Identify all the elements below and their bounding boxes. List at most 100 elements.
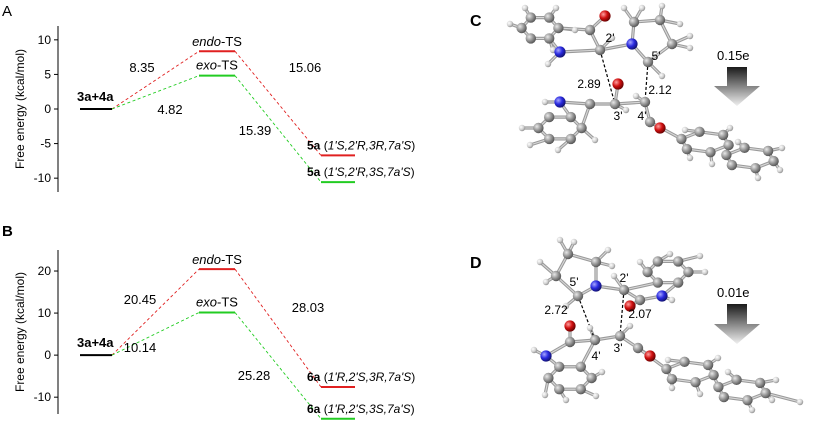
hydrogen-atom (686, 154, 694, 162)
carbon-atom (673, 277, 684, 288)
y-tick-label: 0 (44, 102, 51, 116)
carbon-atom (564, 336, 576, 348)
hydrogen-atom (542, 278, 550, 286)
hydrogen-atom (748, 406, 756, 414)
carbon-atom (544, 33, 555, 44)
carbon-atom (683, 266, 694, 278)
hydrogen-atom (526, 141, 534, 149)
exo-ts-label: exo-TS (196, 294, 238, 309)
hydrogen-atom (530, 346, 538, 354)
carbon-atom (681, 143, 693, 155)
carbon-atom (639, 96, 651, 108)
structure-label: 4' (592, 349, 601, 363)
y-tick-label: -5 (40, 137, 51, 151)
carbon-atom (718, 391, 730, 403)
y-tick-label: 0 (44, 348, 51, 362)
hydrogen-atom (544, 60, 552, 68)
hydrogen-atom (658, 72, 666, 80)
y-axis-label: Free energy (kcal/mol) (13, 49, 27, 169)
hydrogen-atom (724, 368, 732, 376)
endo-ts-label: endo-TS (192, 252, 242, 267)
barrier-value-label: 20.45 (124, 292, 157, 307)
hydrogen-atom (556, 236, 564, 244)
structure-label: 2.89 (577, 77, 601, 91)
structure-label: 5' (570, 275, 579, 289)
hydrogen-atom (636, 258, 644, 266)
carbon-atom (666, 373, 678, 385)
hydrogen-atom (626, 322, 634, 330)
hydrogen-atom (562, 396, 570, 404)
hydrogen-atom (552, 4, 560, 12)
carbon-atom (762, 145, 774, 157)
carbon-atom (550, 270, 562, 282)
carbon-atom (642, 56, 654, 68)
nitrogen-atom (656, 290, 668, 302)
carbon-atom (586, 372, 597, 384)
panel-label-d: D (470, 255, 482, 272)
hydrogen-atom (734, 138, 742, 146)
carbon-atom (628, 16, 640, 28)
carbon-atom (544, 111, 555, 123)
hydrogen-atom (570, 238, 578, 246)
oxygen-atom (654, 122, 666, 134)
hydrogen-atom (796, 398, 804, 406)
connector-line (111, 268, 200, 356)
carbon-atom (723, 139, 734, 151)
product-exo-label: 6a (1'R,2'S,3S,7a'S) (307, 402, 415, 416)
hydrogen-atom (632, 92, 640, 100)
carbon-atom (705, 146, 716, 158)
carbon-atom (565, 133, 576, 145)
energy-profile-chart-b: 20 10 0 -10 Free energy (kcal/mol) 3a+4a endo-… (13, 250, 415, 420)
hydrogen-atom (696, 252, 704, 260)
carbon-atom (666, 38, 678, 50)
nitrogen-atom (626, 38, 638, 50)
carbon-atom (565, 111, 576, 123)
connector-line (234, 312, 322, 420)
carbon-atom (543, 372, 554, 384)
forming-bond-dashed (619, 289, 625, 337)
hydrogen-atom (768, 396, 776, 404)
hydrogen-atom (668, 384, 676, 392)
structure-label: 3' (614, 109, 623, 123)
carbon-atom (754, 377, 766, 389)
hydrogen-atom (591, 136, 599, 144)
carbon-atom (760, 387, 771, 399)
structure-label: 2.07 (628, 307, 652, 321)
structure-label: 5' (652, 49, 661, 63)
hydrogen-atom (778, 144, 786, 152)
hydrogen-atom (598, 368, 606, 376)
carbon-atom (690, 376, 701, 388)
hydrogen-atom (554, 146, 562, 154)
structure-label: 2' (620, 271, 629, 285)
carbon-atom (576, 122, 587, 134)
y-tick-label: -10 (34, 390, 52, 404)
product-endo-label: 6a (1'R,2'S,3R,7a'S) (307, 370, 415, 384)
oxygen-atom (599, 10, 611, 22)
hydrogen-atom (696, 390, 704, 398)
panel-label-c: C (470, 13, 482, 30)
carbon-atom (553, 22, 564, 34)
y-tick-label: 10 (38, 33, 52, 47)
carbon-atom (590, 256, 602, 268)
panel-label-b: B (2, 223, 13, 240)
oxygen-atom (644, 350, 656, 362)
hydrogen-atom (608, 262, 616, 270)
bond-highlight (765, 392, 801, 403)
barrier-value-label: 4.82 (157, 102, 182, 117)
barrier-value-label: 25.28 (238, 368, 271, 383)
carbon-atom (618, 284, 630, 296)
hydrogen-atom (664, 356, 672, 364)
nitrogen-atom (590, 280, 602, 292)
connector-line (234, 268, 322, 388)
charge-transfer-arrow-c (714, 67, 760, 106)
oxygen-atom (612, 78, 624, 90)
carbon-atom (742, 394, 753, 406)
carbon-atom (533, 122, 544, 134)
hydrogen-atom (541, 391, 549, 399)
nitrogen-atom (540, 350, 552, 362)
product-endo-label: 5a (1'S,2'R,3R,7a'S) (307, 138, 415, 152)
carbon-atom (673, 256, 684, 267)
hydrogen-atom (754, 174, 762, 182)
carbon-atom (632, 342, 644, 354)
connector-line (234, 50, 322, 156)
